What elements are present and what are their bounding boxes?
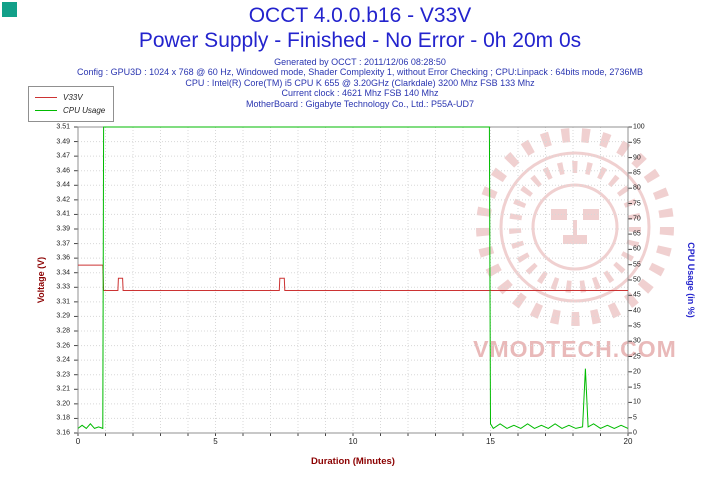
info-line: Current clock : 4621 Mhz FSB 140 Mhz — [281, 88, 439, 99]
y-tick-right-label: 15 — [633, 383, 641, 391]
y-tick-left-label: 3.34 — [56, 269, 70, 277]
x-axis-ticks: 0 5 10 15 20 — [75, 437, 633, 449]
info-lines: Generated by OCCT : 2011/12/06 08:28:50 C… — [0, 57, 720, 109]
app-icon — [2, 2, 17, 17]
page-subtitle: Power Supply - Finished - No Error - 0h … — [138, 29, 582, 52]
y-tick-left-label: 3.42 — [56, 196, 70, 204]
y-tick-right-label: 80 — [633, 184, 641, 192]
x-tick-label: 15 — [486, 437, 495, 446]
chart-svg — [74, 126, 632, 436]
legend-line-sample — [35, 110, 57, 111]
y-tick-left-label: 3.41 — [56, 210, 70, 218]
y-tick-right-label: 75 — [633, 200, 641, 207]
y-tick-left-label: 3.37 — [56, 240, 70, 248]
y-tick-right-label: 5 — [633, 414, 637, 422]
y-tick-left-label: 3.47 — [56, 152, 70, 160]
y-tick-left-label: 3.33 — [56, 283, 70, 291]
info-line: CPU : Intel(R) Core(TM) i5 CPU K 655 @ 3… — [185, 77, 535, 88]
y-tick-left-label: 3.51 — [56, 123, 70, 131]
info-line: MotherBoard : Gigabyte Technology Co., L… — [246, 98, 474, 109]
x-tick-label: 5 — [213, 437, 218, 446]
y-tick-right-label: 0 — [633, 429, 637, 437]
y-tick-right-label: 40 — [633, 307, 641, 315]
info-line: Generated by OCCT : 2011/12/06 08:28:50 — [274, 57, 446, 67]
y-tick-left-label: 3.28 — [56, 327, 70, 335]
y-tick-right-label: 90 — [633, 154, 641, 162]
y-tick-right-label: 30 — [633, 337, 641, 345]
y-tick-right-label: 50 — [633, 276, 641, 284]
legend-line-sample — [35, 97, 57, 98]
legend: V33V CPU Usage — [28, 86, 115, 122]
y-tick-left-label: 3.39 — [56, 225, 70, 233]
y-tick-right-label: 65 — [633, 230, 641, 238]
x-tick-label: 20 — [623, 437, 633, 446]
y-tick-left-label: 3.23 — [56, 371, 70, 379]
y-tick-right-label: 45 — [633, 291, 641, 299]
y-tick-left-label: 3.29 — [56, 312, 70, 320]
y-axis-label-right: CPU Usage (in %) — [686, 242, 696, 318]
y-tick-left-label: 3.18 — [56, 414, 70, 422]
y-axis-ticks-left: 3.51 3.49 3.47 3.46 3.44 3.42 3.41 3.39 3.37 3.36… — [0, 123, 75, 437]
y-tick-right-label: 95 — [633, 138, 641, 146]
legend-label: CPU Usage — [63, 106, 106, 115]
y-tick-right-label: 25 — [633, 353, 641, 360]
y-tick-right-label: 55 — [633, 261, 641, 269]
y-tick-left-label: 3.20 — [56, 400, 70, 408]
y-tick-left-label: 3.36 — [56, 254, 70, 262]
y-tick-right-label: 20 — [633, 368, 641, 376]
y-tick-left-label: 3.49 — [56, 138, 70, 146]
info-line: Config : GPU3D : 1024 x 768 @ 60 Hz, Win… — [77, 67, 643, 78]
y-tick-left-label: 3.21 — [56, 385, 70, 393]
legend-label: V33V — [63, 93, 83, 102]
y-tick-right-label: 100 — [633, 123, 645, 131]
y-tick-right-label: 60 — [633, 245, 641, 253]
y-tick-right-label: 35 — [633, 322, 641, 330]
y-tick-left-label: 3.24 — [56, 356, 70, 364]
y-tick-left-label: 3.46 — [56, 167, 70, 175]
x-tick-label: 0 — [75, 437, 81, 446]
x-axis-label: Duration (Minutes) — [311, 456, 395, 467]
y-tick-right-label: 10 — [633, 398, 641, 406]
legend-item: CPU Usage — [35, 104, 105, 117]
y-tick-left-label: 3.31 — [56, 298, 70, 306]
y-tick-right-label: 85 — [633, 169, 641, 177]
y-tick-left-label: 3.26 — [56, 342, 70, 350]
x-tick-label: 10 — [348, 437, 358, 446]
y-axis-ticks-right: 100 95 90 85 80 75 70 65 60 55 50 45 40 35 30 25 20 15 10 5… — [633, 123, 673, 437]
legend-item: V33V — [35, 91, 105, 104]
page-title: OCCT 4.0.0.b16 - V33V — [248, 4, 472, 27]
y-tick-right-label: 70 — [633, 215, 641, 223]
chart-plot-area — [74, 126, 632, 436]
y-tick-left-label: 3.16 — [56, 429, 70, 437]
y-tick-left-label: 3.44 — [56, 181, 70, 189]
